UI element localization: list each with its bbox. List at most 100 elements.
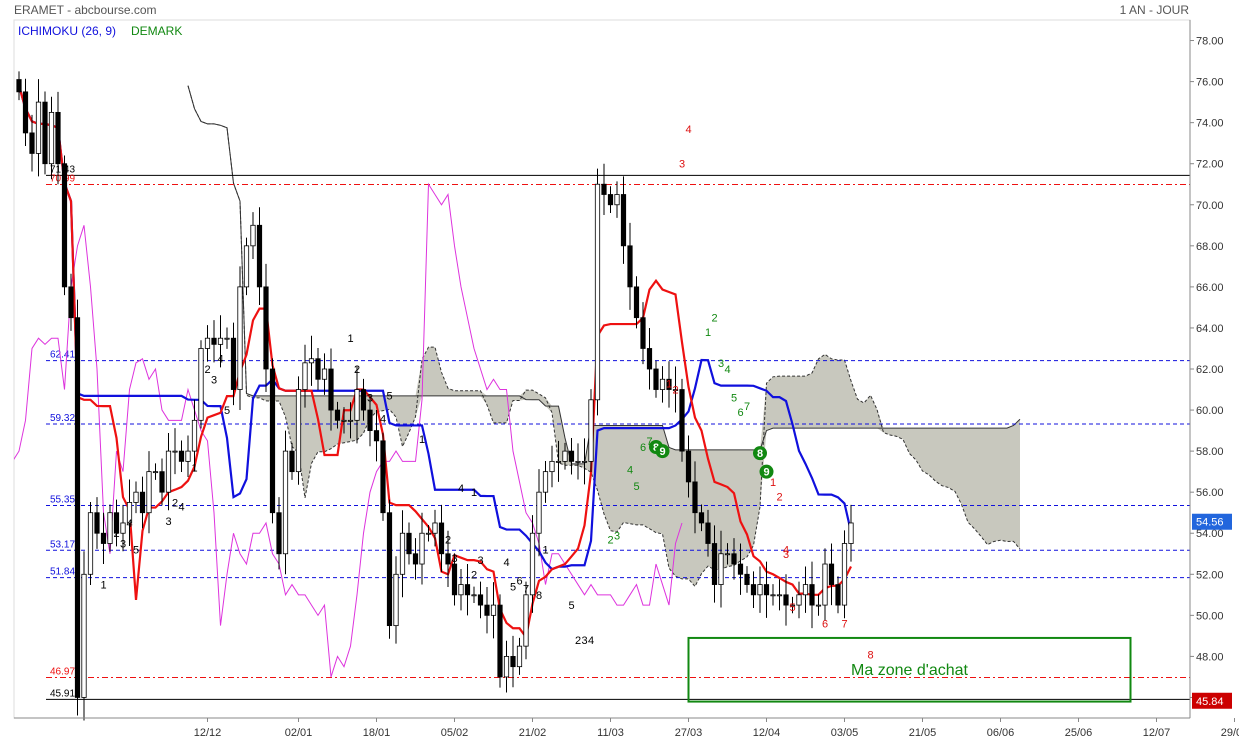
candle	[789, 596, 796, 614]
demark-count: 4	[503, 557, 509, 569]
candle-body	[529, 532, 536, 596]
candle	[529, 515, 536, 613]
level-lines: 71.4370.9962.4159.3255.3553.1751.8446.97…	[46, 164, 1190, 700]
candle-body	[172, 450, 178, 453]
candle	[29, 114, 35, 172]
candle-body	[68, 286, 74, 319]
candle-body	[679, 389, 685, 452]
demark-count: 1	[191, 463, 197, 475]
demark-count: 4	[724, 364, 730, 376]
candle	[198, 340, 204, 429]
kijun-sen-line	[17, 85, 853, 571]
candle-body	[204, 337, 211, 349]
y-tick-label: 76.00	[1196, 77, 1224, 89]
y-tick-label: 52.00	[1196, 569, 1224, 581]
plot-area	[13, 19, 1191, 719]
demark-count: 1	[347, 333, 353, 345]
x-tick-label: 05/02	[441, 727, 469, 739]
candle	[22, 78, 29, 147]
candle-body	[575, 460, 581, 463]
candle	[542, 460, 549, 503]
candle	[328, 348, 334, 431]
candle	[601, 163, 607, 216]
candle	[477, 581, 484, 619]
x-tick-label: 12/04	[753, 727, 781, 739]
candle	[588, 389, 594, 473]
candle	[165, 433, 172, 511]
candle	[256, 207, 263, 305]
demark-circle-bg	[753, 446, 767, 461]
candle	[568, 437, 575, 475]
price-tag-bg	[1192, 513, 1232, 530]
candle	[412, 538, 419, 580]
candle	[653, 360, 659, 398]
candle-body	[347, 419, 354, 422]
candle-body	[217, 337, 224, 345]
candle-body	[185, 450, 191, 462]
candle	[146, 451, 152, 534]
candle-body	[87, 512, 94, 575]
candle-body	[243, 245, 250, 288]
y-tick-label: 64.00	[1196, 323, 1224, 335]
candle	[386, 499, 393, 639]
y-tick-label: 70.00	[1196, 200, 1224, 212]
candle	[555, 440, 562, 482]
y-tick-label: 78.00	[1196, 36, 1224, 48]
candle-body	[516, 645, 523, 668]
candle-body	[295, 389, 302, 473]
candle	[763, 561, 770, 618]
demark-count: 5	[510, 582, 516, 594]
candle	[263, 263, 269, 392]
candle	[172, 428, 178, 475]
candle	[276, 497, 282, 570]
candle-body	[828, 563, 835, 585]
candle	[35, 79, 42, 177]
x-tick-label: 21/05	[909, 727, 937, 739]
candle-body	[191, 419, 198, 452]
candle-body	[536, 491, 542, 534]
candle	[776, 579, 783, 611]
candle-body	[224, 337, 230, 340]
candle-body	[386, 512, 393, 627]
demark-count: 2	[711, 313, 717, 325]
candle	[159, 458, 165, 506]
candle-body	[250, 224, 256, 247]
candle	[659, 366, 666, 403]
candle-body	[289, 450, 295, 473]
candle	[815, 594, 822, 616]
candle-body	[328, 368, 334, 411]
candle-body	[685, 450, 692, 483]
candle	[614, 181, 620, 218]
demark-count: 4	[126, 518, 132, 530]
candle-body	[822, 563, 828, 606]
candle-body	[425, 532, 432, 535]
demark-count: 4	[178, 502, 184, 514]
candle	[152, 463, 159, 480]
demark-count: 7	[646, 436, 652, 448]
demark-count: 3	[614, 530, 620, 542]
candles	[16, 71, 854, 721]
demark-count: 2	[204, 364, 210, 376]
candle-body	[458, 584, 464, 596]
x-tick-label: 25/06	[1065, 727, 1093, 739]
demark-count: 3	[451, 553, 457, 565]
candle	[705, 509, 711, 557]
candle-body	[308, 358, 315, 364]
candle-body	[29, 132, 35, 154]
price-tag: 45.84	[1192, 692, 1232, 709]
x-tick-label: 18/01	[363, 727, 391, 739]
candle	[633, 276, 640, 329]
candle-body	[744, 573, 750, 585]
price-tag: 54.56	[1192, 513, 1232, 530]
candle	[796, 581, 802, 619]
candle-body	[445, 553, 451, 565]
candle	[724, 543, 731, 565]
candle-body	[555, 460, 562, 463]
candle-body	[113, 512, 120, 534]
demark-count: 2	[575, 635, 581, 647]
demark-count: 3	[718, 358, 724, 370]
candle-body	[581, 460, 588, 463]
demark-count: 8	[867, 649, 873, 661]
candle-body	[614, 194, 620, 206]
